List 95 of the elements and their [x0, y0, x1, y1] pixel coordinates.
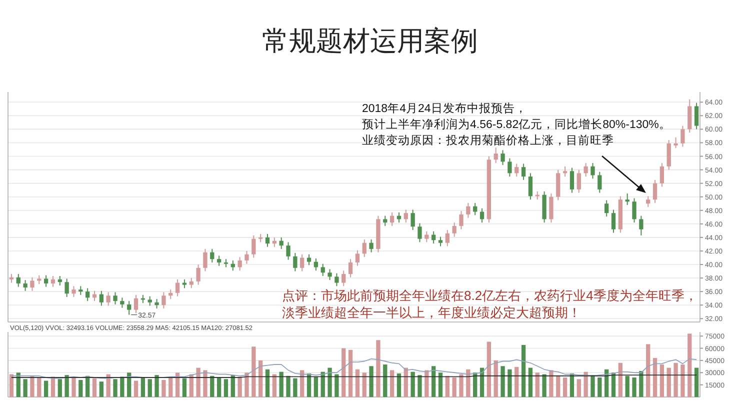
bar: [9, 374, 14, 397]
bar: [72, 378, 76, 397]
bar: [562, 378, 568, 397]
bar: [348, 350, 353, 397]
bar: [210, 376, 214, 397]
bar: [154, 375, 159, 397]
bar: [272, 374, 276, 397]
bar: [342, 348, 346, 397]
bar: [148, 379, 152, 397]
bar: [521, 345, 526, 397]
bar: [694, 368, 699, 397]
bar: [58, 379, 62, 397]
bar: [286, 376, 290, 397]
annotation: 业绩变动原因：投农用菊酯价格上涨，目前旺季: [362, 133, 614, 147]
bar: [660, 364, 664, 397]
bar: [604, 369, 609, 397]
bar: [424, 370, 429, 397]
bar: [182, 378, 187, 397]
annotation: 点评：市场此前预期全年业绩在8.2亿左右，农药行业4季度为全年旺季，: [282, 288, 698, 303]
bar: [410, 372, 415, 397]
bar: [598, 378, 602, 397]
bar: [445, 376, 450, 397]
bar: [674, 362, 678, 397]
bar: [203, 370, 208, 397]
bar: [590, 375, 595, 397]
bar: [258, 360, 263, 397]
annotation: 2018年4月24日发布中报预告，: [362, 102, 527, 115]
bar: [355, 369, 360, 397]
bar: [680, 364, 685, 397]
bar: [376, 340, 380, 397]
annotation: 淡季业绩超全年一半以上，年度业绩必定大超预期！: [282, 305, 581, 320]
bar: [611, 372, 616, 397]
bar: [556, 376, 560, 397]
bar: [265, 369, 270, 397]
bar: [300, 370, 304, 397]
bar: [279, 372, 284, 397]
bar: [535, 372, 540, 397]
bar: [216, 378, 222, 397]
bar: [44, 380, 48, 397]
bar: [113, 379, 118, 397]
bar: [328, 368, 332, 397]
bar: [140, 378, 146, 397]
line-series: [11, 358, 697, 379]
bar: [224, 379, 228, 397]
bar: [30, 376, 34, 397]
bar: [390, 370, 394, 397]
bar: [632, 378, 636, 397]
bar: [334, 374, 339, 397]
bar: [369, 366, 374, 397]
bar: [576, 379, 581, 397]
bar: [542, 374, 546, 397]
bar: [652, 358, 658, 397]
bar: [238, 376, 242, 397]
annotation: 预计上半年净利润为4.56-5.82亿元，同比增长80%-130%。: [362, 117, 671, 131]
bar: [383, 364, 388, 397]
bar: [99, 382, 104, 397]
bar: [514, 366, 519, 397]
bar: [244, 372, 249, 397]
bar: [23, 379, 28, 397]
bar: [418, 375, 422, 397]
bar: [528, 368, 533, 397]
bar: [646, 344, 650, 397]
bar: [230, 375, 235, 397]
bar: [618, 362, 622, 397]
bar: [639, 371, 644, 397]
bar: [168, 376, 173, 397]
bar: [396, 373, 402, 397]
bar: [625, 376, 630, 397]
bar: [92, 378, 97, 397]
bar: [252, 346, 256, 397]
bar: [549, 370, 554, 397]
bar: [494, 360, 498, 397]
chart-title: 常规题材运用案例: [262, 26, 478, 56]
bar: [120, 376, 124, 397]
bar: [438, 372, 443, 397]
bar: [78, 380, 83, 397]
bar: [466, 369, 470, 397]
bar: [162, 380, 166, 397]
bar: [37, 378, 42, 397]
bar: [127, 372, 132, 397]
bar: [459, 374, 464, 397]
bar: [500, 366, 505, 397]
bar: [432, 366, 436, 397]
bar: [584, 372, 588, 397]
bar: [64, 375, 69, 397]
bar: [314, 376, 318, 397]
bar: [293, 378, 298, 397]
bar: [508, 369, 512, 397]
bar: [666, 368, 671, 397]
bar: [452, 378, 456, 397]
bar: [688, 334, 692, 397]
bar: [362, 372, 366, 397]
bar: [196, 368, 200, 397]
bar: [134, 380, 138, 397]
bar: [486, 342, 492, 397]
